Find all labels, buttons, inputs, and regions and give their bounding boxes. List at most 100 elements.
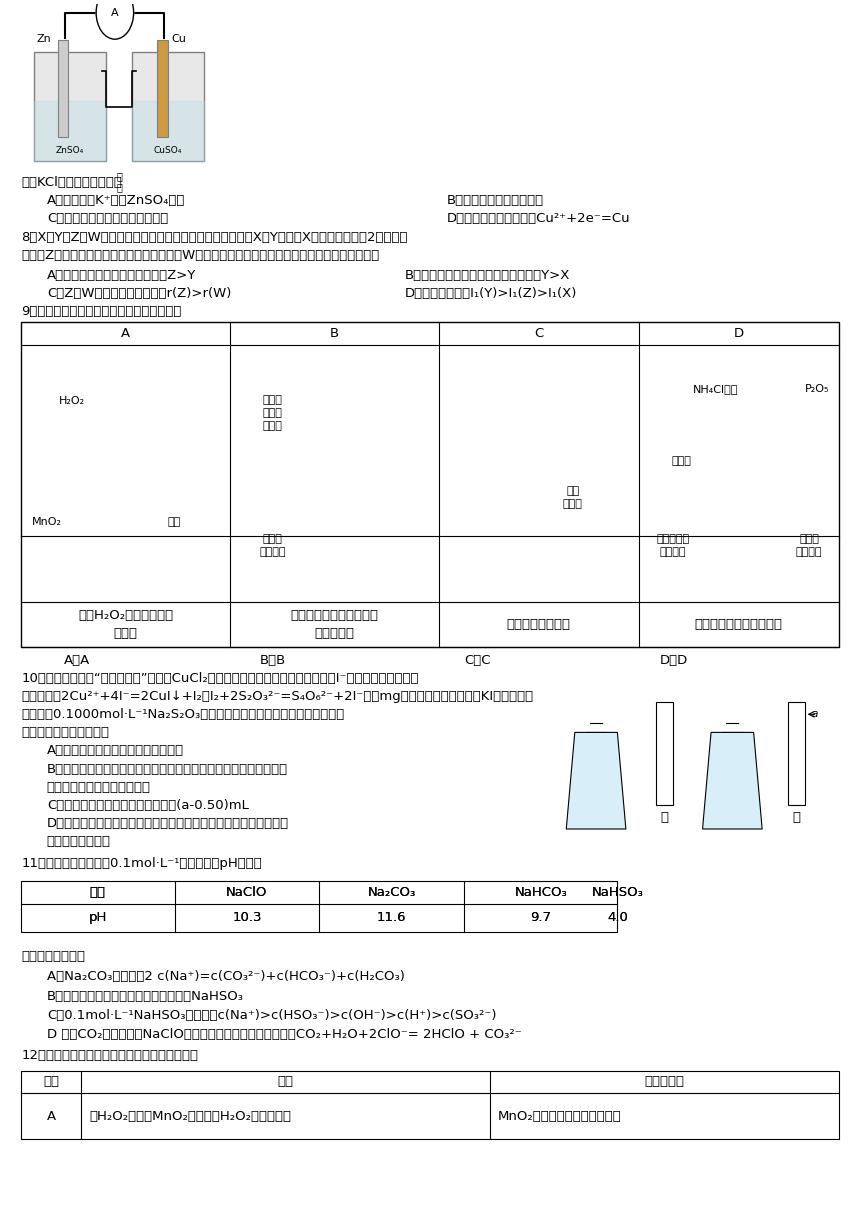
- Text: a: a: [812, 709, 818, 720]
- Text: CuSO₄: CuSO₄: [154, 146, 182, 156]
- Text: A．试样在容量瓶中溶解，滴定管选乙: A．试样在容量瓶中溶解，滴定管选乙: [46, 744, 184, 758]
- Text: 反应，用0.1000mol·L⁻¹Na₂S₂O₃标准溶液滴定，部分实验付器和读数如图: 反应，用0.1000mol·L⁻¹Na₂S₂O₃标准溶液滴定，部分实验付器和读数…: [22, 708, 345, 721]
- Bar: [58, 40, 68, 137]
- Text: A．简单气态氢化物的热稳定性：Z>Y: A．简单气态氢化物的热稳定性：Z>Y: [46, 269, 196, 282]
- Text: NaHSO₃: NaHSO₃: [592, 885, 643, 899]
- Text: 丙: 丙: [728, 811, 736, 824]
- Text: A: A: [121, 327, 130, 339]
- Text: ZnSO₄: ZnSO₄: [56, 146, 84, 156]
- Text: 溶质: 溶质: [89, 885, 106, 899]
- Text: D 少量CO₂通入足量的NaClO溶液中，反应的离子方程式为：CO₂+H₂O+2ClO⁻= 2HClO + CO₃²⁻: D 少量CO₂通入足量的NaClO溶液中，反应的离子方程式为：CO₂+H₂O+2…: [46, 1029, 521, 1041]
- Text: 碱石灰: 碱石灰: [672, 456, 691, 466]
- Text: B．B: B．B: [260, 654, 286, 666]
- Text: B．最高价氧化物对应水化物的酸性：Y>X: B．最高价氧化物对应水化物的酸性：Y>X: [404, 269, 570, 282]
- Text: 10.3: 10.3: [232, 911, 261, 924]
- Text: 甲: 甲: [592, 811, 600, 824]
- Text: A: A: [111, 7, 119, 17]
- Text: B．四种溶液中，水的电离程度最小的是NaHSO₃: B．四种溶液中，水的电离程度最小的是NaHSO₃: [46, 990, 243, 1003]
- Text: NaClO: NaClO: [226, 885, 267, 899]
- Text: A．A: A．A: [64, 654, 90, 666]
- Text: 现象: 现象: [277, 1075, 293, 1088]
- Text: A．盐桥中的K⁺移向ZnSO₄溶液: A．盐桥中的K⁺移向ZnSO₄溶液: [46, 193, 185, 207]
- Bar: [34, 52, 107, 162]
- Text: B: B: [329, 327, 339, 339]
- Text: 则测得的结果偏小: 则测得的结果偏小: [46, 835, 111, 848]
- Text: 盐
桥: 盐 桥: [116, 170, 122, 192]
- Polygon shape: [703, 732, 762, 829]
- Text: 所示。下列说法正确的是: 所示。下列说法正确的是: [22, 726, 109, 739]
- Text: P₂O₅: P₂O₅: [805, 384, 830, 394]
- Text: pH: pH: [89, 911, 107, 924]
- Text: 混合乙醇和浓硫酸: 混合乙醇和浓硫酸: [507, 618, 570, 631]
- Text: D．第一电离能：I₁(Y)>I₁(Z)>I₁(X): D．第一电离能：I₁(Y)>I₁(Z)>I₁(X): [404, 287, 577, 300]
- Text: 湿润的
酔酘试纸: 湿润的 酔酘试纸: [796, 534, 822, 557]
- Text: C．电子从锶片经电流计流向铜片: C．电子从锶片经电流计流向铜片: [46, 212, 168, 225]
- Text: C．丁图中，滴定前滴定管的读数为(a-0.50)mL: C．丁图中，滴定前滴定管的读数为(a-0.50)mL: [46, 799, 249, 812]
- Text: C．Z、W的简单离子的半径：r(Z)>r(W): C．Z、W的简单离子的半径：r(Z)>r(W): [46, 287, 231, 300]
- Text: H₂O₂: H₂O₂: [59, 396, 85, 406]
- Text: 选项: 选项: [43, 1075, 59, 1088]
- Bar: [788, 702, 805, 805]
- Text: 10.3: 10.3: [232, 911, 261, 924]
- Text: 9．下列实验装置正确且能达到实验目的的是: 9．下列实验装置正确且能达到实验目的的是: [22, 305, 181, 317]
- Text: B．锶电极上发生氧化反应: B．锶电极上发生氧化反应: [447, 193, 544, 207]
- Bar: [655, 702, 673, 805]
- Bar: [22, 880, 617, 931]
- Text: 4.0: 4.0: [607, 911, 628, 924]
- Text: 9.7: 9.7: [531, 911, 551, 924]
- Text: （含KCl饱和溶液的琼胶）: （含KCl饱和溶液的琼胶）: [22, 175, 122, 188]
- Text: 质，已知：2Cu²⁺+4I⁻=2CuI↓+I₂，I₂+2S₂O₃²⁻=S₄O₆²⁻+2I⁻。取mg试样溢于水，加入过量KI固体，充分: 质，已知：2Cu²⁺+4I⁻=2CuI↓+I₂，I₂+2S₂O₃²⁻=S₄O₆²…: [22, 691, 533, 703]
- Text: 4.0: 4.0: [607, 911, 628, 924]
- Text: NaClO: NaClO: [226, 885, 267, 899]
- Text: NaHSO₃: NaHSO₃: [592, 885, 643, 899]
- Text: 测定H₂O₂分解的化学反
应速率: 测定H₂O₂分解的化学反 应速率: [78, 609, 173, 640]
- Text: B．选用淠粉作指示剑，当甲中溶液由蓝色变为无色，且半分钟内不: B．选用淠粉作指示剑，当甲中溶液由蓝色变为无色，且半分钟内不: [46, 762, 288, 776]
- Text: 11.6: 11.6: [377, 911, 407, 924]
- Polygon shape: [566, 732, 626, 829]
- Text: NaHCO₃: NaHCO₃: [514, 885, 567, 899]
- Text: 丁: 丁: [792, 811, 800, 824]
- Text: 在H₂O₂中加入MnO₂，能加速H₂O₂的分解速率: 在H₂O₂中加入MnO₂，能加速H₂O₂的分解速率: [89, 1110, 292, 1122]
- Text: 用标准酸溶液测定未知浓
度的碱溶液: 用标准酸溶液测定未知浓 度的碱溶液: [290, 609, 378, 640]
- Text: D．铜电极上发生反应：Cu²⁺+2e⁻=Cu: D．铜电极上发生反应：Cu²⁺+2e⁻=Cu: [447, 212, 630, 225]
- Text: 9.7: 9.7: [531, 911, 551, 924]
- Text: 右手摇
动锥形瓶: 右手摇 动锥形瓶: [259, 534, 286, 557]
- Bar: [157, 40, 168, 137]
- Text: D: D: [734, 327, 744, 339]
- Text: 秒表: 秒表: [168, 517, 181, 527]
- Text: Na₂CO₃: Na₂CO₃: [367, 885, 415, 899]
- Text: 11.6: 11.6: [377, 911, 407, 924]
- Text: Cu: Cu: [171, 34, 187, 44]
- Text: 左手控
制滴定
管活塞: 左手控 制滴定 管活塞: [262, 395, 282, 432]
- Text: A: A: [46, 1110, 56, 1122]
- Text: 12．下列选项中的原因或结论与现象不对应的是: 12．下列选项中的原因或结论与现象不对应的是: [22, 1048, 198, 1062]
- Text: 8．X、Y、Z、W四种短周期主族元素，原子序数依次增大。X与Y相邻，X基态原子核外有2个未成对: 8．X、Y、Z、W四种短周期主族元素，原子序数依次增大。X与Y相邻，X基态原子核…: [22, 231, 408, 244]
- Text: 原因或结论: 原因或结论: [644, 1075, 685, 1088]
- Bar: [132, 52, 205, 162]
- Text: D．D: D．D: [660, 654, 688, 666]
- Bar: [22, 322, 838, 647]
- Text: A．Na₂CO₃溶液中：2 c(Na⁺)=c(CO₃²⁻)+c(HCO₃⁻)+c(H₂CO₃): A．Na₂CO₃溶液中：2 c(Na⁺)=c(CO₃²⁻)+c(HCO₃⁻)+c…: [46, 970, 404, 984]
- Text: 湿润的蓝色
石蕊试纸: 湿润的蓝色 石蕊试纸: [656, 534, 689, 557]
- Text: 检验氯化铵受热分解产物: 检验氯化铵受热分解产物: [695, 618, 783, 631]
- Text: 溶质: 溶质: [89, 885, 106, 899]
- Text: MnO₂降低了反应所需的活化能: MnO₂降低了反应所需的活化能: [498, 1110, 622, 1122]
- Text: 乙醇
浓硫酸: 乙醇 浓硫酸: [562, 486, 582, 510]
- Text: C．C: C．C: [464, 654, 490, 666]
- Text: MnO₂: MnO₂: [32, 517, 62, 527]
- Text: 乙: 乙: [660, 811, 668, 824]
- Text: NH₄Cl固体: NH₄Cl固体: [692, 384, 738, 394]
- Text: 10．某学习小组用“间接碰量法”测定某CuCl₂晶体试样的纯度，试样不含其他能与I⁻发生反应的氧化性杂: 10．某学习小组用“间接碰量法”测定某CuCl₂晶体试样的纯度，试样不含其他能与…: [22, 672, 419, 685]
- Text: D．对装有待测液的滴定管读数时，滴定前后读数方式如丁图所示，: D．对装有待测液的滴定管读数时，滴定前后读数方式如丁图所示，: [46, 817, 289, 831]
- Text: 恢复蓝色时，即达到滴定终点: 恢复蓝色时，即达到滴定终点: [46, 781, 150, 794]
- Text: 电子；Z是元素周期表中电负性最大的元素。W原子在同周期中原子半径最大。下列说法不正确的是: 电子；Z是元素周期表中电负性最大的元素。W原子在同周期中原子半径最大。下列说法不…: [22, 249, 379, 263]
- Text: 下列说法正确的是: 下列说法正确的是: [22, 950, 85, 963]
- Text: 11．常温下，浓度均为0.1mol·L⁻¹的四种溶液pH如下：: 11．常温下，浓度均为0.1mol·L⁻¹的四种溶液pH如下：: [22, 857, 262, 869]
- Text: pH: pH: [89, 911, 107, 924]
- Text: C: C: [534, 327, 544, 339]
- Circle shape: [96, 0, 133, 39]
- Text: Zn: Zn: [37, 34, 52, 44]
- Text: C．0.1mol·L⁻¹NaHSO₃溶液中：c(Na⁺)>c(HSO₃⁻)>c(OH⁻)>c(H⁺)>c(SO₃²⁻): C．0.1mol·L⁻¹NaHSO₃溶液中：c(Na⁺)>c(HSO₃⁻)>c(…: [46, 1009, 496, 1021]
- Bar: [22, 1070, 838, 1139]
- Text: NaHCO₃: NaHCO₃: [514, 885, 567, 899]
